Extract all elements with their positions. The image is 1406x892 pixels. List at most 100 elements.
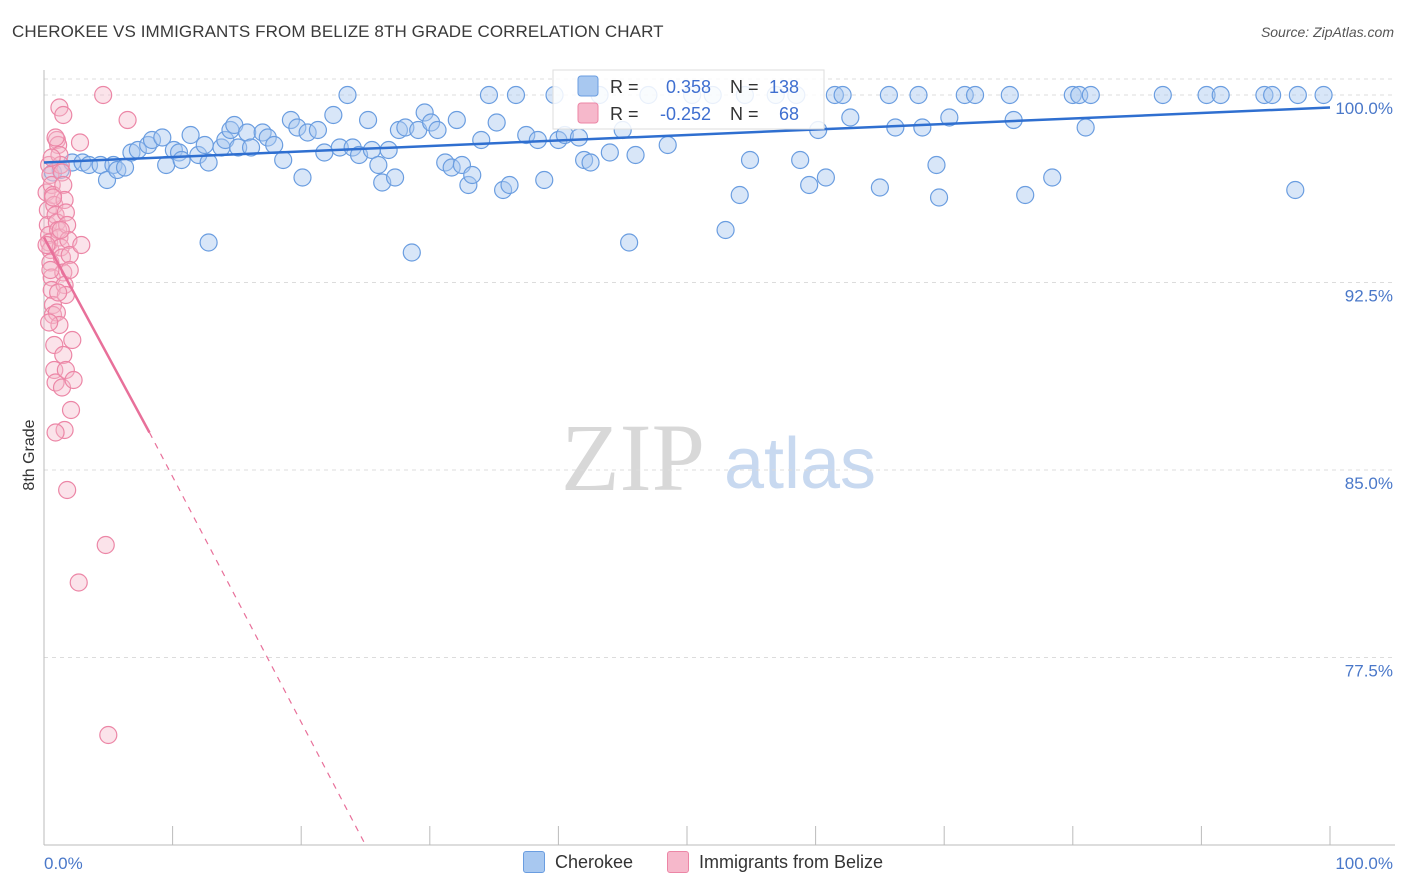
cherokee-point: [626, 145, 645, 165]
cherokee-point: [274, 150, 293, 170]
belize-point: [99, 725, 118, 745]
belize-trend-extension: [148, 432, 367, 846]
chart-title: CHEROKEE VS IMMIGRANTS FROM BELIZE 8TH G…: [12, 22, 664, 41]
cherokee-trend-line: [43, 106, 1331, 164]
cherokee-point: [716, 220, 735, 240]
cherokee-point: [358, 110, 378, 130]
stats-r-label-2: R =: [610, 104, 639, 124]
cherokee-point: [1000, 85, 1019, 105]
belize-point: [72, 235, 91, 255]
cherokee-point: [1314, 85, 1333, 105]
cherokee-point: [800, 175, 819, 195]
axes: [43, 70, 1395, 846]
legend-item-cherokee: Cherokee: [522, 851, 633, 873]
belize-point: [51, 220, 70, 240]
belize-point: [54, 345, 73, 365]
source-label: Source: ZipAtlas.com: [1260, 24, 1394, 40]
cherokee-point: [447, 110, 466, 130]
cherokee-point: [927, 155, 946, 175]
cherokee-point: [181, 125, 200, 145]
cherokee-point: [1211, 85, 1230, 105]
stats-box: R = 0.358 N = 138 R = -0.252 N = 68: [552, 69, 825, 130]
stats-n-value-2: 68: [779, 104, 799, 124]
cherokee-point: [281, 110, 301, 130]
cherokee-point: [195, 135, 214, 155]
cherokee-point: [730, 185, 749, 205]
belize-point: [118, 110, 137, 130]
cherokee-point: [791, 150, 810, 170]
cherokee-point: [324, 105, 343, 125]
cherokee-point: [1076, 118, 1095, 137]
cherokee-point: [620, 233, 639, 252]
series-belize-points: [37, 85, 137, 745]
cherokee-point: [913, 118, 932, 137]
belize-point: [64, 370, 83, 390]
cherokee-point: [517, 125, 536, 145]
cherokee-point: [421, 113, 441, 132]
cherokee-point: [940, 108, 959, 127]
stats-swatch-pink: [577, 102, 599, 124]
cherokee-point: [581, 153, 600, 172]
y-tick-label: 85.0%: [1345, 474, 1393, 493]
belize-point: [69, 573, 88, 592]
cherokee-point: [463, 165, 482, 185]
cherokee-point: [265, 135, 284, 155]
belize-point: [63, 330, 82, 350]
cherokee-point: [1286, 180, 1305, 200]
cherokee-point: [238, 123, 257, 142]
cherokee-point: [841, 108, 860, 127]
cherokee-point: [369, 155, 388, 175]
cherokee-point: [199, 153, 218, 172]
belize-point: [70, 133, 90, 152]
cherokee-point: [199, 233, 218, 252]
cherokee-point: [379, 140, 398, 160]
cherokee-point: [153, 128, 172, 147]
belize-point: [46, 128, 65, 147]
cherokee-point: [1016, 185, 1035, 205]
cherokee-point: [253, 123, 272, 142]
cherokee-point: [658, 135, 677, 155]
cherokee-point: [229, 138, 248, 157]
stats-swatch-blue: [577, 75, 599, 97]
y-tick-label: 92.5%: [1345, 287, 1393, 306]
cherokee-point: [965, 85, 985, 105]
cherokee-point: [472, 130, 491, 150]
belize-point: [40, 313, 59, 332]
cherokee-point: [825, 85, 844, 105]
cherokee-point: [955, 85, 974, 105]
stats-r-value-2: -0.252: [660, 104, 711, 124]
cherokee-point: [428, 120, 447, 140]
cherokee-point: [258, 128, 277, 147]
watermark-zip: ZIP: [561, 404, 705, 511]
belize-point: [94, 85, 113, 105]
watermark-atlas: atlas: [724, 424, 876, 504]
cherokee-point: [288, 118, 307, 137]
belize-point: [56, 360, 75, 380]
belize-point: [46, 423, 65, 442]
cherokee-point: [1288, 85, 1307, 105]
x-tick-label-max: 100.0%: [1335, 854, 1393, 873]
cherokee-point: [343, 138, 362, 157]
cherokee-point: [506, 85, 526, 105]
stats-r-value-1: 0.358: [666, 77, 711, 97]
cherokee-point: [241, 138, 261, 157]
cherokee-point: [338, 85, 357, 105]
cherokee-point: [308, 120, 328, 140]
cherokee-point: [870, 178, 890, 197]
trend-lines: [42, 106, 1331, 846]
belize-point: [49, 283, 68, 302]
legend-label-belize: Immigrants from Belize: [699, 851, 884, 872]
cherokee-point: [535, 170, 554, 190]
belize-point: [58, 480, 77, 500]
cherokee-point: [929, 188, 949, 207]
stats-n-value-1: 138: [769, 77, 799, 97]
cherokee-point: [402, 243, 421, 262]
cherokee-point: [600, 143, 619, 162]
belize-point: [60, 245, 79, 265]
y-tick-label: 100.0%: [1335, 99, 1393, 118]
cherokee-point: [909, 85, 928, 105]
legend-label-cherokee: Cherokee: [554, 851, 633, 872]
stats-n-label-1: N =: [730, 77, 759, 97]
cherokee-point: [879, 85, 899, 105]
